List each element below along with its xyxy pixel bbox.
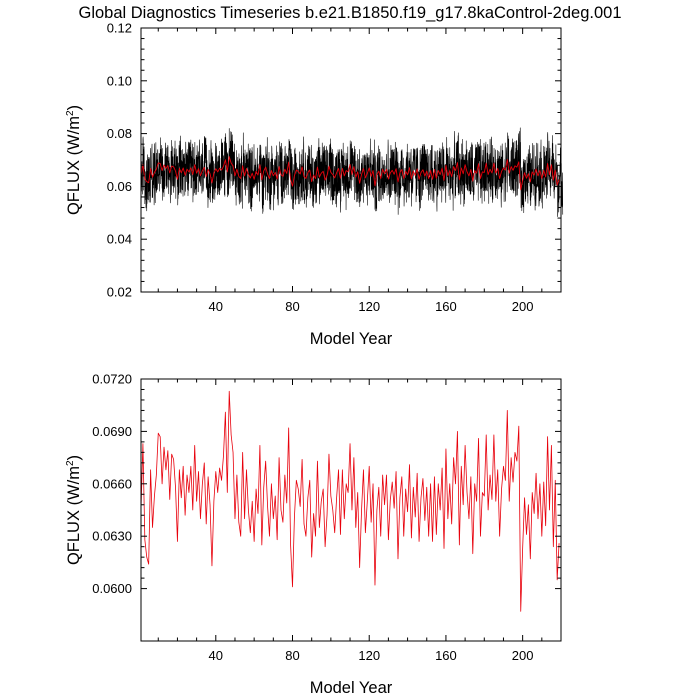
y-tick-label: 0.0630 [92, 529, 132, 544]
y-axis-label-close: ) [65, 105, 83, 111]
y-axis-label: QFLUX (W/m2) [65, 455, 83, 565]
x-tick-label: 200 [512, 648, 534, 663]
y-tick-label: 0.08 [107, 126, 132, 141]
bottom-panel: 40 80 120 160 200 0.0600 0.0630 0.0660 0.0690 0.0… [65, 372, 562, 697]
y-tick-label: 0.02 [107, 285, 132, 300]
y-tick-label: 0.0600 [92, 581, 132, 596]
plot-frame [140, 27, 562, 293]
annual-mean-line [140, 390, 560, 612]
y-axis-label-superscript: 2 [65, 110, 76, 116]
y-axis-label: QFLUX (W/m2) [65, 105, 83, 215]
y-tick-label: 0.0720 [92, 372, 132, 387]
x-tick-label: 120 [358, 648, 380, 663]
y-tick-label: 0.0660 [92, 476, 132, 491]
y-axis-label-main: QFLUX (W/m [65, 466, 83, 565]
y-axis-label-close: ) [65, 455, 83, 461]
x-axis-label: Model Year [310, 330, 393, 348]
x-tick-label: 40 [209, 648, 223, 663]
y-tick-label: 0.04 [107, 232, 132, 247]
y-tick-label: 0.10 [107, 73, 132, 88]
y-axis-label-superscript: 2 [65, 460, 76, 466]
top-panel: 40 80 120 160 200 0.02 0.04 0.06 0.08 0.10 0.12 Mod… [65, 21, 564, 348]
annual-overlay-line [140, 156, 560, 191]
x-tick-label: 80 [285, 648, 299, 663]
x-tick-label: 40 [209, 299, 223, 314]
x-tick-label: 120 [358, 299, 380, 314]
figure-title: Global Diagnostics Timeseries b.e21.B185… [78, 4, 621, 22]
x-tick-label: 160 [435, 648, 457, 663]
y-tick-label: 0.0690 [92, 424, 132, 439]
y-tick-label: 0.06 [107, 179, 132, 194]
plot-frame [140, 378, 562, 642]
x-tick-label: 80 [285, 299, 299, 314]
x-axis-label: Model Year [310, 679, 393, 697]
y-axis-label-main: QFLUX (W/m [65, 116, 83, 215]
x-tick-label: 200 [512, 299, 534, 314]
x-tick-label: 160 [435, 299, 457, 314]
y-tick-label: 0.12 [107, 21, 132, 36]
monthly-line [140, 127, 564, 217]
